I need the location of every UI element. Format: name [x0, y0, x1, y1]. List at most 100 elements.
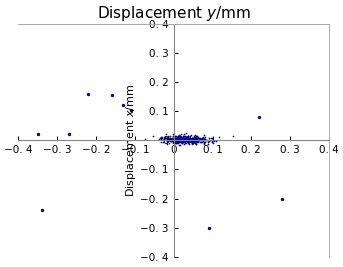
Point: [184, 137, 189, 142]
Point: [190, 141, 196, 145]
Point: [213, 139, 219, 143]
Point: [174, 137, 179, 142]
Point: [191, 140, 196, 144]
Point: [176, 137, 181, 142]
Point: [209, 138, 214, 142]
Point: [170, 141, 176, 145]
Point: [167, 136, 173, 140]
Point: [165, 135, 170, 140]
Point: [193, 140, 199, 145]
Point: [197, 137, 202, 141]
Point: [180, 134, 185, 138]
Point: [173, 140, 178, 144]
Point: [190, 136, 196, 140]
Point: [173, 138, 179, 142]
Point: [158, 136, 164, 140]
Point: [184, 136, 189, 140]
Point: [190, 141, 196, 145]
Point: [182, 137, 188, 142]
Point: [164, 136, 170, 140]
Point: [179, 137, 185, 141]
Point: [189, 138, 194, 143]
Point: [192, 139, 197, 143]
Point: [186, 139, 191, 143]
Point: [201, 137, 207, 142]
Point: [167, 137, 173, 141]
Point: [178, 138, 184, 142]
Point: [202, 135, 208, 139]
Point: [193, 140, 199, 144]
Point: [211, 139, 217, 143]
Point: [172, 137, 177, 142]
Point: [194, 135, 200, 140]
Point: [180, 137, 185, 141]
Point: [178, 135, 183, 139]
Point: [191, 137, 197, 141]
Point: [165, 136, 171, 141]
Point: [192, 139, 198, 143]
Point: [184, 138, 189, 142]
Point: [173, 141, 178, 145]
Point: [194, 134, 200, 139]
Point: [167, 137, 173, 141]
Point: [194, 137, 199, 141]
Point: [174, 139, 179, 143]
Point: [172, 138, 178, 143]
Point: [186, 139, 192, 144]
Point: [174, 138, 179, 142]
Point: [181, 135, 186, 139]
Point: [187, 138, 192, 142]
Point: [192, 138, 198, 142]
Point: [209, 136, 215, 140]
Point: [179, 138, 184, 142]
Point: [159, 135, 164, 139]
Point: [191, 135, 197, 139]
Point: [178, 139, 184, 143]
Point: [186, 140, 191, 144]
Point: [186, 137, 191, 141]
Point: [173, 139, 178, 143]
Point: [181, 136, 186, 141]
Point: [177, 135, 182, 139]
Point: [202, 138, 208, 143]
Point: [182, 140, 188, 145]
Point: [185, 137, 190, 142]
Point: [180, 136, 185, 140]
Point: [192, 136, 198, 140]
Point: [206, 226, 211, 230]
Point: [181, 132, 187, 136]
Point: [128, 108, 134, 112]
Point: [205, 142, 211, 146]
Point: [187, 139, 192, 144]
Point: [196, 135, 202, 140]
Point: [192, 133, 198, 137]
Point: [176, 137, 182, 141]
Point: [189, 133, 194, 137]
Point: [120, 103, 126, 107]
Point: [176, 140, 182, 144]
Point: [183, 137, 188, 141]
Point: [175, 135, 181, 139]
Point: [182, 138, 188, 142]
Point: [185, 139, 190, 143]
Point: [198, 137, 204, 142]
Point: [187, 138, 192, 142]
Point: [183, 138, 188, 142]
Point: [161, 137, 167, 141]
Point: [180, 138, 186, 142]
Point: [182, 137, 187, 141]
Point: [189, 138, 194, 142]
Point: [180, 140, 186, 144]
Point: [196, 135, 201, 139]
Point: [182, 136, 188, 140]
Point: [185, 134, 191, 138]
Point: [165, 134, 170, 139]
Point: [175, 138, 180, 142]
Point: [177, 143, 182, 147]
Point: [190, 138, 196, 142]
Point: [185, 134, 191, 138]
Point: [179, 137, 184, 141]
Point: [165, 137, 170, 141]
Point: [177, 134, 182, 138]
Point: [216, 135, 222, 139]
